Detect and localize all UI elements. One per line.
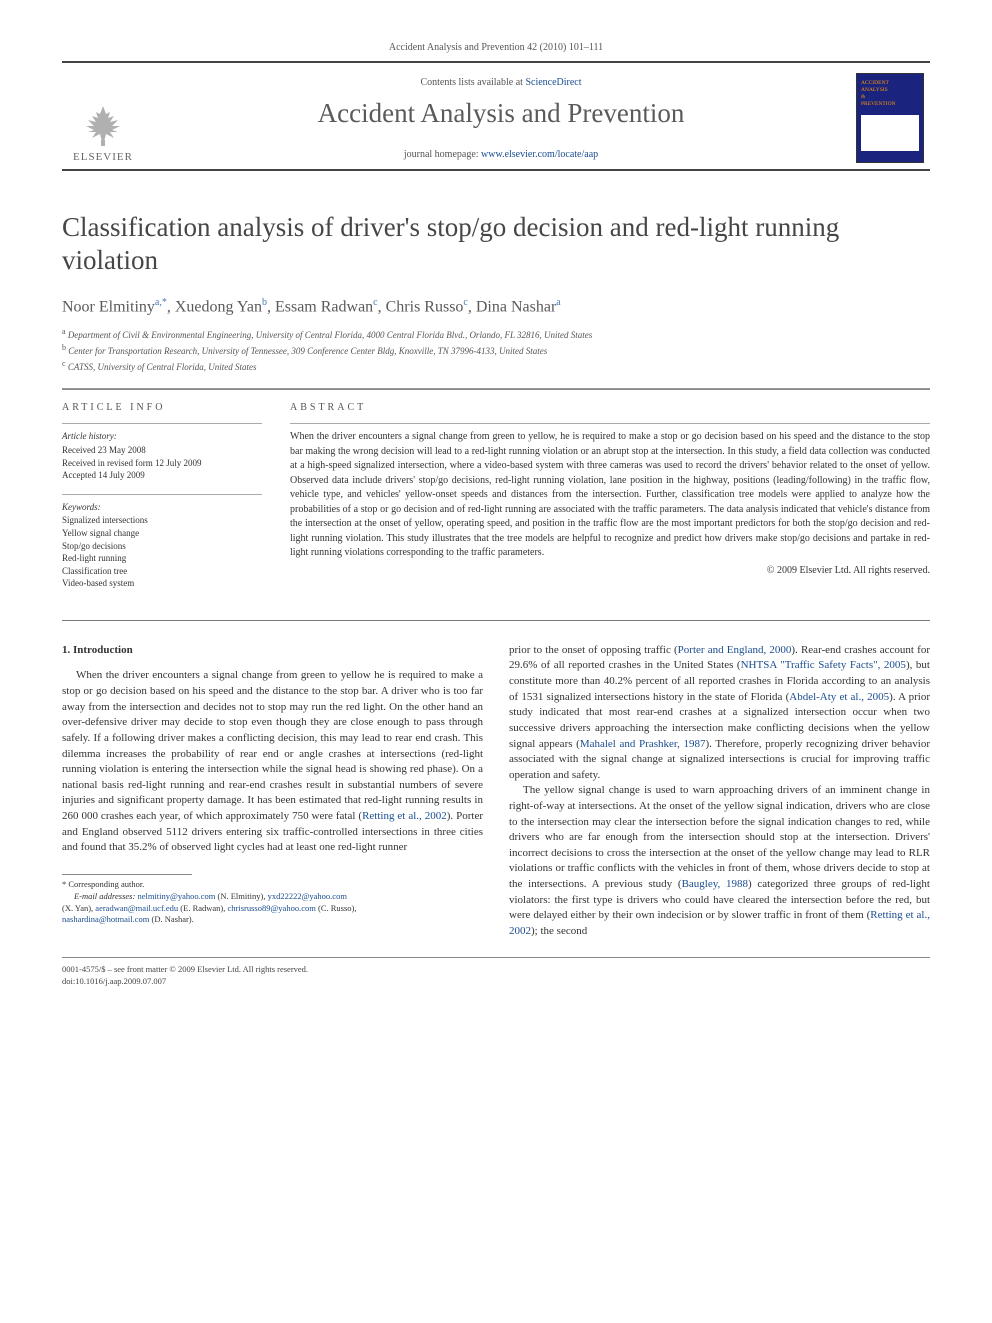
- citation-abdelaty-2005[interactable]: Abdel-Aty et al., 2005: [789, 691, 889, 703]
- kw-4: Red-light running: [62, 552, 262, 565]
- abstract-bottom-rule: [62, 620, 930, 621]
- email-4[interactable]: chrisrusso89@yahoo.com: [228, 903, 316, 913]
- col1-para-1: When the driver encounters a signal chan…: [62, 668, 483, 855]
- article-info: article info Article history: Received 2…: [62, 402, 262, 602]
- homepage-line: journal homepage: www.elsevier.com/locat…: [152, 149, 850, 160]
- authors: Noor Elmitinya,*, Xuedong Yanb, Essam Ra…: [62, 297, 930, 316]
- journal-cover-thumb: ACCIDENT ANALYSIS & PREVENTION: [856, 73, 924, 163]
- email-5[interactable]: nashardina@hotmail.com: [62, 914, 149, 924]
- citation-baugley-1988[interactable]: Baugley, 1988: [682, 878, 748, 890]
- citation-nhtsa-2005[interactable]: NHTSA "Traffic Safety Facts", 2005: [741, 659, 906, 671]
- footnote-separator: [62, 874, 192, 875]
- info-heading: article info: [62, 402, 262, 413]
- author-2: , Xuedong Yan: [167, 298, 262, 315]
- footnotes: * Corresponding author. E-mail addresses…: [62, 879, 483, 927]
- affil-c: c CATSS, University of Central Florida, …: [62, 358, 930, 374]
- keywords-label: Keywords:: [62, 501, 262, 514]
- author-3: , Essam Radwan: [267, 298, 373, 315]
- history-block: Article history: Received 23 May 2008 Re…: [62, 423, 262, 481]
- cover-thumb-cell: ACCIDENT ANALYSIS & PREVENTION: [850, 73, 930, 163]
- affil-b: b Center for Transportation Research, Un…: [62, 342, 930, 358]
- email-1[interactable]: nelmitiny@yahoo.com: [137, 891, 215, 901]
- col2-para-2: The yellow signal change is used to warn…: [509, 783, 930, 939]
- received: Received 23 May 2008: [62, 444, 262, 457]
- corresponding-author: * Corresponding author.: [62, 879, 483, 891]
- contents-available: Contents lists available at ScienceDirec…: [152, 77, 850, 88]
- title-block: Classification analysis of driver's stop…: [62, 211, 930, 277]
- masthead-center: Contents lists available at ScienceDirec…: [152, 73, 850, 163]
- info-abstract-row: article info Article history: Received 2…: [62, 389, 930, 602]
- citation-retting-2002[interactable]: Retting et al., 2002: [362, 810, 447, 822]
- kw-3: Stop/go decisions: [62, 540, 262, 553]
- keywords-block: Keywords: Signalized intersections Yello…: [62, 494, 262, 590]
- cover-label-1: ACCIDENT: [861, 80, 919, 87]
- contents-prefix: Contents lists available at: [420, 77, 525, 88]
- author-4: , Chris Russo: [378, 298, 464, 315]
- author-1: Noor Elmitiny: [62, 298, 155, 315]
- issn-doi-block: 0001-4575/$ – see front matter © 2009 El…: [62, 964, 930, 988]
- email-addresses: E-mail addresses: nelmitiny@yahoo.com (N…: [62, 891, 483, 927]
- author-1-sup: a,: [155, 297, 162, 308]
- elsevier-tree-icon: [78, 102, 128, 148]
- cover-label-3: &: [861, 94, 919, 101]
- kw-6: Video-based system: [62, 577, 262, 590]
- affil-a: a Department of Civil & Environmental En…: [62, 326, 930, 342]
- publisher-name: ELSEVIER: [73, 151, 133, 163]
- sec-1-heading: 1. Introduction: [62, 643, 483, 659]
- kw-2: Yellow signal change: [62, 527, 262, 540]
- affiliations: a Department of Civil & Environmental En…: [62, 326, 930, 374]
- journal-name: Accident Analysis and Prevention: [152, 98, 850, 129]
- abstract-heading: abstract: [290, 402, 930, 413]
- issn-line: 0001-4575/$ – see front matter © 2009 El…: [62, 964, 930, 976]
- citation-mahalel-1987[interactable]: Mahalel and Prashker, 1987: [580, 738, 706, 750]
- article-title: Classification analysis of driver's stop…: [62, 211, 930, 277]
- homepage-url[interactable]: www.elsevier.com/locate/aap: [481, 149, 598, 160]
- homepage-prefix: journal homepage:: [404, 149, 481, 160]
- bottom-rule: [62, 957, 930, 958]
- abstract-copyright: © 2009 Elsevier Ltd. All rights reserved…: [290, 565, 930, 576]
- kw-5: Classification tree: [62, 565, 262, 578]
- revised: Received in revised form 12 July 2009: [62, 457, 262, 470]
- citation-porter-2000[interactable]: Porter and England, 2000: [678, 644, 792, 656]
- abstract-text: When the driver encounters a signal chan…: [290, 423, 930, 561]
- cover-label-2: ANALYSIS: [861, 87, 919, 94]
- body-columns: 1. Introduction When the driver encounte…: [62, 643, 930, 940]
- column-2: prior to the onset of opposing traffic (…: [509, 643, 930, 940]
- running-head: Accident Analysis and Prevention 42 (201…: [62, 42, 930, 53]
- publisher-cell: ELSEVIER: [62, 73, 152, 163]
- column-1: 1. Introduction When the driver encounte…: [62, 643, 483, 940]
- abstract: abstract When the driver encounters a si…: [290, 402, 930, 602]
- cover-label-4: PREVENTION: [861, 101, 919, 108]
- history-label: Article history:: [62, 430, 262, 443]
- col2-para-1: prior to the onset of opposing traffic (…: [509, 643, 930, 783]
- kw-1: Signalized intersections: [62, 514, 262, 527]
- masthead: ELSEVIER Contents lists available at Sci…: [62, 63, 930, 171]
- author-5-sup: a: [556, 297, 560, 308]
- sciencedirect-link[interactable]: ScienceDirect: [525, 77, 581, 88]
- accepted: Accepted 14 July 2009: [62, 469, 262, 482]
- email-3[interactable]: aeradwan@mail.ucf.edu: [95, 903, 178, 913]
- doi-line: doi:10.1016/j.aap.2009.07.007: [62, 976, 930, 988]
- author-5: , Dina Nashar: [468, 298, 556, 315]
- email-2[interactable]: yxd22222@yahoo.com: [268, 891, 347, 901]
- cover-mini-graphic: [861, 115, 919, 151]
